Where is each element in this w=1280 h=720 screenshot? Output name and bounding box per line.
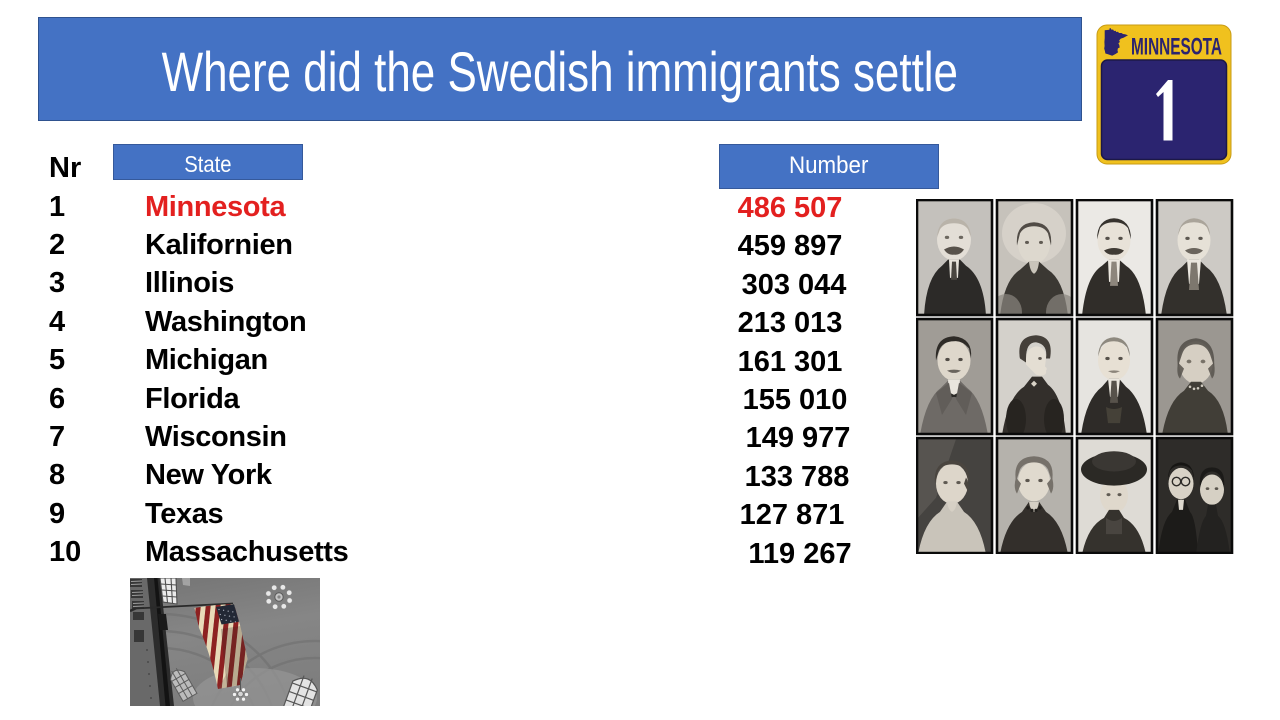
svg-text:MINNESOTA: MINNESOTA xyxy=(1131,34,1222,60)
